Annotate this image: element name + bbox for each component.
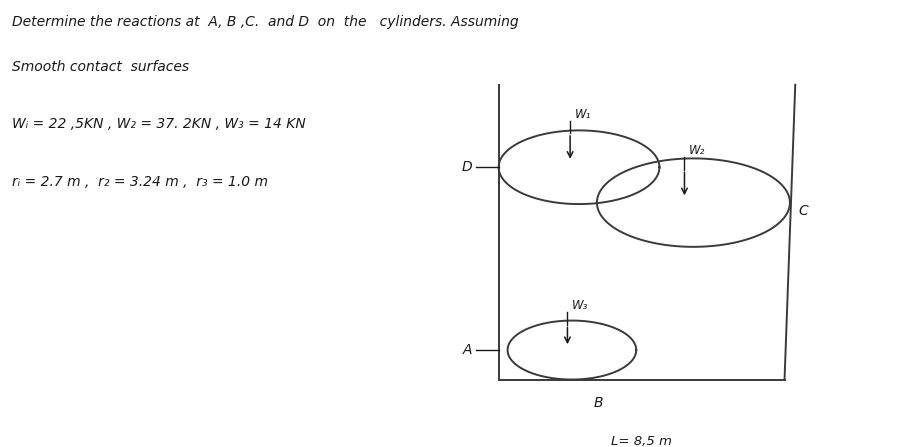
Text: L= 8,5 m: L= 8,5 m xyxy=(611,435,672,447)
Text: W₁: W₁ xyxy=(574,108,591,121)
Text: W₃: W₃ xyxy=(572,299,588,312)
Text: Wᵢ = 22 ,5KN , W₂ = 37. 2KN , W₃ = 14 KN: Wᵢ = 22 ,5KN , W₂ = 37. 2KN , W₃ = 14 KN xyxy=(12,118,306,131)
Text: W₂: W₂ xyxy=(689,144,706,157)
Text: C: C xyxy=(799,204,808,218)
Text: D: D xyxy=(461,160,472,174)
Text: Determine the reactions at  A, B ,C.  and D  on  the   cylinders. Assuming: Determine the reactions at A, B ,C. and … xyxy=(12,15,519,29)
Text: rᵢ = 2.7 m ,  r₂ = 3.24 m ,  r₃ = 1.0 m: rᵢ = 2.7 m , r₂ = 3.24 m , r₃ = 1.0 m xyxy=(12,175,268,189)
Text: B: B xyxy=(594,396,603,410)
Text: A: A xyxy=(462,343,472,357)
Text: Smooth contact  surfaces: Smooth contact surfaces xyxy=(12,60,189,74)
